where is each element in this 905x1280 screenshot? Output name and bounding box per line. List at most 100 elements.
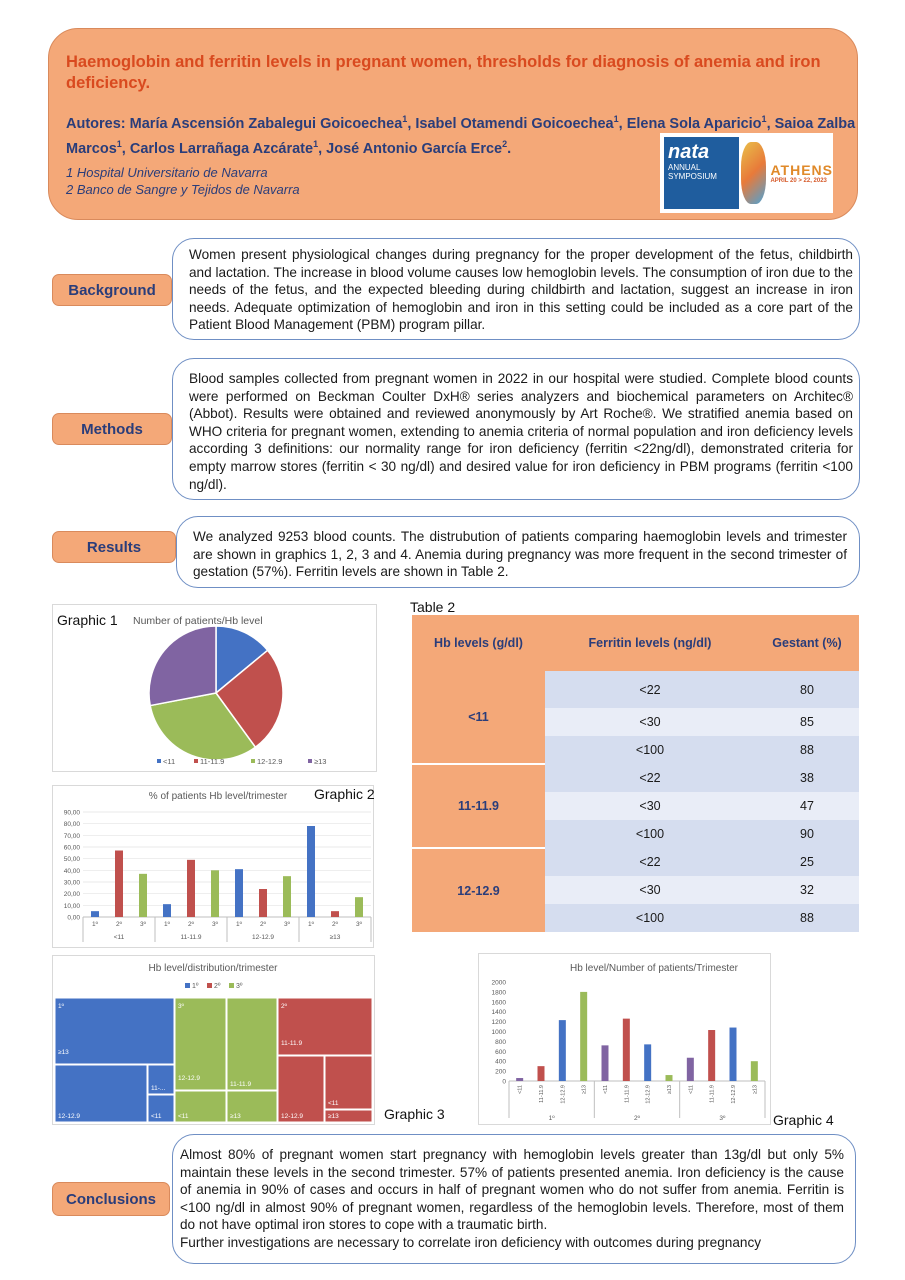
- table-header: Gestant (%): [755, 615, 859, 671]
- treemap-chart: Hb level/distribution/trimester 1º 2º 3º 1º ≥…: [54, 963, 373, 1123]
- ferritin-cell: <30: [639, 799, 661, 813]
- bar: [580, 991, 588, 1081]
- author-name: María Ascensión Zabalegui Goicoechea: [129, 115, 403, 132]
- x-tick-label: 2º: [332, 921, 339, 928]
- tile-label: 11-11.9: [281, 1040, 302, 1047]
- pie-slice: [215, 625, 269, 695]
- graphic-3-label: Graphic 3: [384, 1106, 445, 1122]
- affiliation-1: 1 Hospital Universitario de Navarra: [66, 165, 268, 180]
- bar: [516, 1078, 524, 1081]
- background-text: Women present physiological changes duri…: [189, 247, 853, 333]
- x-tick-label: 2º: [260, 921, 267, 928]
- gestant-cell: 47: [800, 799, 814, 813]
- group-label: 12-12.9: [252, 934, 274, 941]
- gestant-cell: 32: [800, 883, 814, 897]
- gestant-cell: 80: [800, 682, 814, 697]
- table-header: Hb levels (g/dl): [412, 615, 545, 671]
- author-separator: ,: [618, 115, 627, 132]
- y-tick-label: 40,00: [64, 868, 81, 875]
- pie-slice: [149, 692, 257, 761]
- y-tick-label: 800: [495, 1039, 506, 1046]
- treemap-tile: [277, 997, 373, 1056]
- bar: [91, 911, 99, 917]
- logo-athens: ATHENS APRIL 20 > 22, 2023: [770, 162, 833, 184]
- gestant-cell: 38: [800, 771, 814, 785]
- affiliation-2: 2 Banco de Sangre y Tejidos de Navarra: [66, 182, 300, 197]
- tile-label: 2º: [281, 1003, 288, 1010]
- bar: [139, 873, 147, 917]
- x-tick-label: 11-11.9: [539, 1085, 545, 1103]
- legend-swatch: [308, 759, 312, 763]
- tile-label: ≥13: [230, 1113, 241, 1120]
- group-label: ≥13: [330, 934, 341, 941]
- author-affiliation-number: 1: [761, 114, 767, 124]
- legend-label: <11: [163, 757, 175, 766]
- ferritin-table: Hb levels (g/dl) Ferritin levels (ng/dl)…: [412, 615, 859, 932]
- y-tick-label: 1800: [492, 989, 507, 996]
- author-name: Saioa Zalba Marcos: [66, 115, 856, 157]
- table-2-label: Table 2: [410, 599, 456, 615]
- x-tick-label: ≥13: [752, 1085, 758, 1094]
- pie-slice: [148, 625, 217, 707]
- y-tick-label: 200: [495, 1069, 506, 1076]
- y-tick-label: 20,00: [64, 891, 81, 898]
- x-tick-label: ≥13: [667, 1085, 673, 1094]
- x-tick-label: 2º: [188, 921, 195, 928]
- author-name: Elena Sola Aparicio: [626, 115, 762, 132]
- y-tick-label: 30,00: [64, 880, 81, 887]
- legend-swatch: [185, 983, 190, 988]
- bar: [355, 897, 363, 917]
- methods-box: [172, 358, 860, 500]
- results-text: We analyzed 9253 blood counts. The distr…: [193, 529, 847, 580]
- x-tick-label: ≥13: [582, 1085, 588, 1094]
- treemap-tile: [147, 1064, 175, 1095]
- conclusions-box: [172, 1134, 856, 1264]
- y-tick-label: 1000: [492, 1029, 507, 1036]
- author-name: José Antonio García Erce: [326, 140, 503, 157]
- legend-label: 11-11.9: [200, 757, 224, 766]
- bar: [729, 1027, 737, 1081]
- table-2: Hb levels (g/dl) Ferritin levels (ng/dl)…: [412, 615, 859, 932]
- bar: [259, 889, 267, 917]
- legend-label: 2º: [214, 983, 221, 990]
- group-label: 11-11.9: [180, 934, 201, 941]
- methods-label: Methods: [52, 413, 172, 445]
- background-label: Background: [52, 274, 172, 306]
- graphic-3-chart: Hb level/distribution/trimester 1º 2º 3º 1º ≥…: [52, 955, 375, 1125]
- conclusions-final-line: Further investigations are necessary to …: [180, 1234, 762, 1250]
- pie-chart: <11 11-11.9 12-12.9 ≥13: [148, 625, 326, 766]
- x-tick-label: <11: [688, 1085, 694, 1094]
- table-header: Ferritin levels (ng/dl): [545, 615, 755, 671]
- author-affiliation-number: 1: [402, 114, 408, 124]
- gestant-cell: 88: [800, 911, 814, 925]
- authors-prefix: Autores:: [66, 115, 130, 132]
- gestant-cell: 90: [800, 827, 814, 841]
- symposium-logo: nata ANNUAL SYMPOSIUM ATHENS APRIL 20 > 22…: [660, 133, 833, 213]
- results-box: [176, 516, 860, 588]
- x-tick-label: 1º: [236, 921, 243, 928]
- authors: María Ascensión Zabalegui Goicoechea1, I…: [66, 114, 856, 157]
- nata-logo: nata ANNUAL SYMPOSIUM: [664, 137, 740, 209]
- bar: [283, 876, 291, 917]
- bar: [601, 1045, 609, 1081]
- x-tick-label: 1º: [92, 921, 99, 928]
- bar-chart-4: Hb level/Number of patients/Trimester 0 20…: [492, 963, 766, 1122]
- ferritin-cell: <22: [639, 855, 661, 869]
- tile-label: 11-...: [151, 1085, 166, 1092]
- y-tick-label: 70,00: [64, 833, 81, 840]
- bar: [558, 1020, 566, 1081]
- tile-label: ≥13: [58, 1049, 69, 1056]
- author-affiliation-number: 1: [613, 114, 619, 124]
- logo-subtitle: ANNUAL SYMPOSIUM: [668, 163, 717, 181]
- y-tick-label: 90,00: [64, 810, 81, 817]
- gestant-cell: 85: [800, 715, 814, 729]
- pie-slice: [214, 649, 284, 749]
- tile-label: 12-12.9: [58, 1113, 80, 1120]
- group-label: <11: [114, 934, 125, 941]
- legend-label: 12-12.9: [257, 757, 282, 766]
- ferritin-cell: <30: [639, 715, 661, 729]
- graphic-4-label: Graphic 4: [773, 1112, 834, 1128]
- bar: [644, 1044, 652, 1081]
- legend-label: ≥13: [314, 757, 326, 766]
- ferritin-cell: <100: [635, 827, 665, 841]
